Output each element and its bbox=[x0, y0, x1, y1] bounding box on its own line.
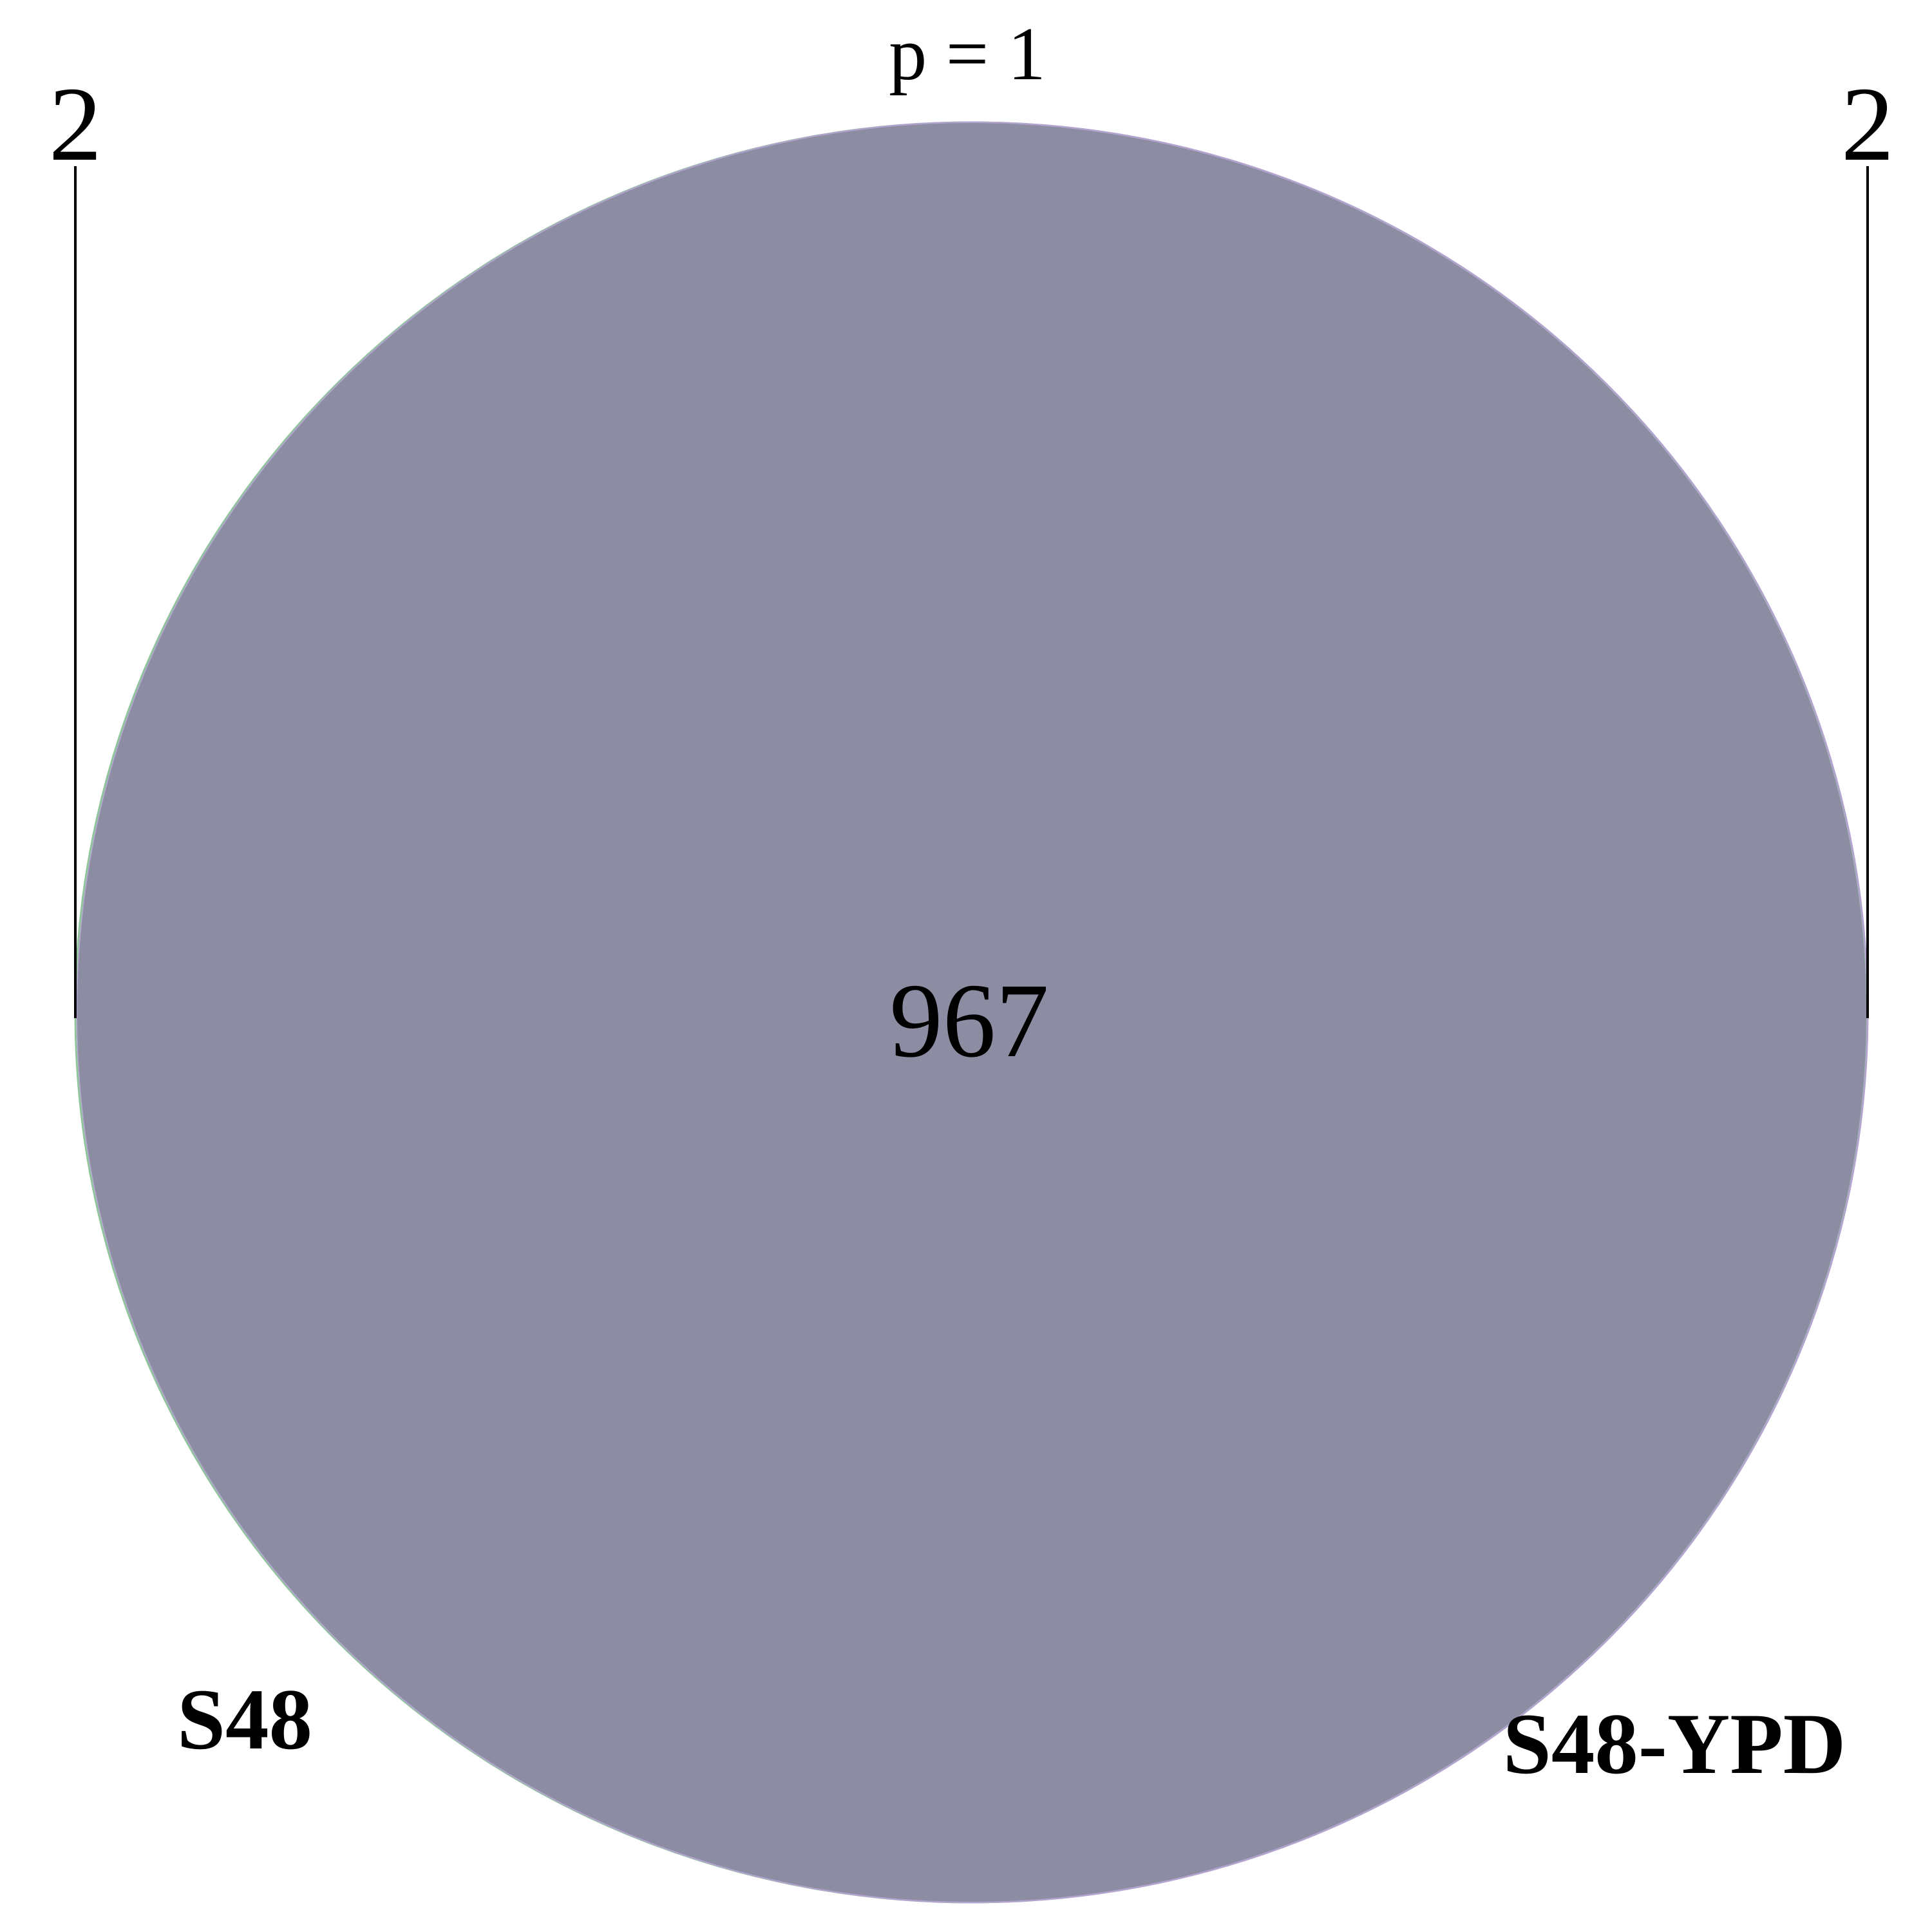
set-label-s48: S48 bbox=[177, 1672, 312, 1768]
set-label-s48-ypd: S48-YPD bbox=[1503, 1696, 1846, 1792]
s48-ypd-only-count: 2 bbox=[1841, 65, 1895, 183]
p-value-label: p = 1 bbox=[889, 12, 1046, 96]
intersection-region bbox=[77, 123, 1866, 1902]
intersection-count: 967 bbox=[889, 961, 1049, 1079]
s48-only-count: 2 bbox=[49, 65, 102, 183]
